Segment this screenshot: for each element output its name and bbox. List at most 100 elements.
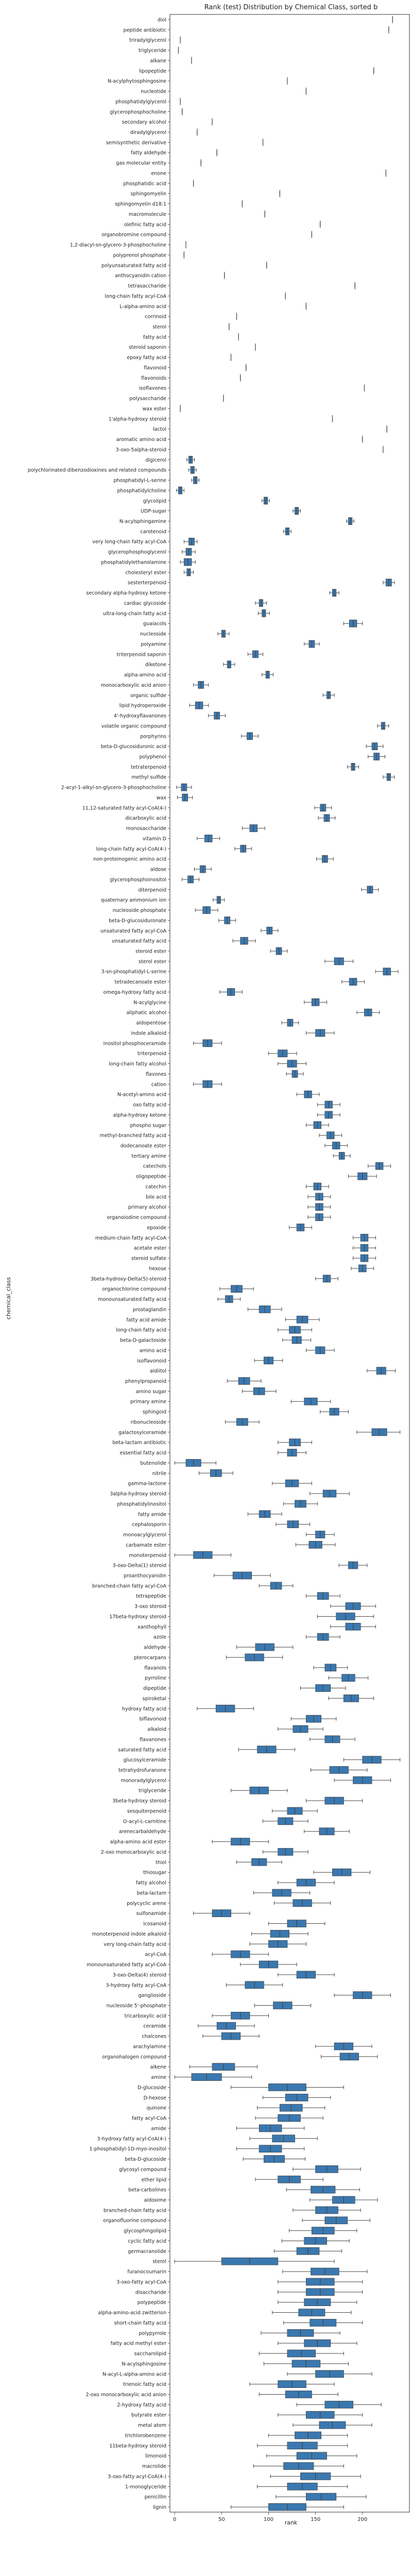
y-tick-label: cyclic fatty acid xyxy=(128,2239,166,2244)
box-76 xyxy=(177,793,193,802)
y-tick-label: triglyceride xyxy=(139,48,166,54)
y-tick-label: secondary alcohol xyxy=(122,120,166,125)
box-53 xyxy=(180,558,196,566)
y-tick-label: sterol xyxy=(152,325,166,330)
y-tick-label: sphingoid xyxy=(143,1410,166,1415)
y-tick-label: beta-carbolines xyxy=(128,2188,166,2193)
box-189 xyxy=(212,1950,269,1958)
y-tick-label: phosphatidylglycerol xyxy=(115,99,166,105)
y-tick-label: dipeptide xyxy=(143,1686,166,1691)
box-94 xyxy=(341,978,365,986)
y-tick-label: 1-monoglyceride xyxy=(125,2484,166,2490)
y-tick-label: inositol phosphoceramide xyxy=(104,1041,167,1046)
box-220 xyxy=(282,2267,368,2276)
y-tick-label: beta-D-glucosiduronic acid xyxy=(101,744,166,750)
box-168 xyxy=(310,1735,355,1743)
y-tick-label: glycerophosphoinositol xyxy=(110,877,166,883)
box-179 xyxy=(263,1848,308,1856)
box-64 xyxy=(262,671,274,679)
box-79 xyxy=(242,824,265,832)
y-tick-label: epoxide xyxy=(147,1225,166,1231)
y-tick-label: monounsaturated fatty acyl-CoA xyxy=(87,1962,166,1968)
box-99 xyxy=(305,1029,335,1037)
box-198 xyxy=(315,2042,372,2050)
y-tick-label: ceramide xyxy=(143,2024,166,2029)
y-tick-label: 3beta-hydroxy steroid xyxy=(112,1799,166,1804)
boxes xyxy=(174,15,401,2511)
y-tick-label: wax xyxy=(157,795,167,801)
box-163 xyxy=(300,1684,346,1692)
box-236 xyxy=(268,2431,348,2439)
box-48 xyxy=(293,507,301,515)
box-92 xyxy=(324,957,354,965)
box-138 xyxy=(356,1428,401,1436)
y-tick-label: 11,12-saturated fatty acyl-CoA(4-) xyxy=(82,805,166,811)
y-tick-label: semisynthetic derivative xyxy=(106,140,166,146)
y-tick-label: hexose xyxy=(149,1266,166,1272)
box-171 xyxy=(311,1766,368,1774)
box-84 xyxy=(182,875,200,884)
box-89 xyxy=(261,926,279,935)
box-46 xyxy=(176,486,184,495)
box-146 xyxy=(247,1510,282,1518)
y-tick-label: 3-hydroxy fatty acyl-CoA(4-) xyxy=(97,2136,166,2142)
y-tick-label: isoflavonoid xyxy=(137,1358,166,1364)
y-tick-label: essential fatty acid xyxy=(120,1450,166,1456)
y-tick-label: 3-oxo-fatty acyl-CoA xyxy=(116,2279,166,2285)
box-206 xyxy=(236,2124,305,2132)
box-178 xyxy=(212,1838,269,1845)
y-tick-label: fatty acid methyl ester xyxy=(111,2341,166,2347)
y-tick-label: nucleoside xyxy=(140,632,166,637)
box-110 xyxy=(324,1142,348,1149)
y-tick-label: diol xyxy=(158,17,166,23)
box-165 xyxy=(197,1704,254,1713)
box-72 xyxy=(368,753,386,760)
y-tick-label: 3-oxo-5alpha-steroid xyxy=(116,447,166,453)
box-131 xyxy=(254,1357,283,1365)
box-45 xyxy=(191,476,200,484)
box-69 xyxy=(377,722,389,730)
box-188 xyxy=(249,1940,306,1948)
y-tick-label: polyprenol phosphate xyxy=(113,252,167,258)
y-tick-label: 2-hydroxy fatty acid xyxy=(117,2402,166,2408)
y-tick-label: 3alpha-hydroxy steroid xyxy=(110,1492,166,1497)
y-tick-label: aliphatic alcohol xyxy=(126,1010,166,1016)
y-tick-label: 2-oxo monocarboxylic acid xyxy=(101,1850,166,1855)
y-tick-label: glycosphingolipid xyxy=(124,2228,166,2234)
box-101 xyxy=(268,1049,297,1058)
box-224 xyxy=(272,2309,352,2316)
box-96 xyxy=(304,998,328,1006)
y-tick-label: volatile organic compound xyxy=(101,723,166,729)
y-tick-label: porphyrins xyxy=(140,734,166,739)
y-tick-label: triterpenoid xyxy=(138,1051,166,1057)
y-tick-label: N-acylglycine xyxy=(133,1000,166,1006)
box-70 xyxy=(241,732,259,740)
box-58 xyxy=(258,609,270,617)
box-145 xyxy=(283,1500,318,1508)
box-144 xyxy=(310,1489,350,1498)
box-57 xyxy=(255,599,267,607)
y-tick-label: guaiacols xyxy=(143,621,166,627)
y-tick-label: sesterterpenoid xyxy=(128,580,166,586)
box-66 xyxy=(322,691,335,699)
y-tick-label: oxo fatty acid xyxy=(133,1103,166,1108)
box-204 xyxy=(257,2104,325,2112)
x-tick-label: 100 xyxy=(264,2517,273,2522)
y-tick-label: carbamate ester xyxy=(126,1543,166,1548)
y-tick-label: spiroketal xyxy=(143,1696,166,1702)
x-tick-label: 50 xyxy=(218,2517,225,2522)
y-tick-label: very long-chain fatty acid xyxy=(104,1942,166,1947)
box-77 xyxy=(314,804,332,812)
box-115 xyxy=(307,1193,331,1201)
y-tick-label: metal atom xyxy=(138,2423,166,2429)
box-118 xyxy=(289,1224,312,1231)
box-218 xyxy=(273,2247,342,2255)
box-88 xyxy=(218,917,236,924)
y-tick-label: triradylglycerol xyxy=(129,38,166,43)
box-83 xyxy=(194,865,212,873)
box-164 xyxy=(328,1694,374,1702)
box-225 xyxy=(283,2319,363,2327)
y-tick-label: aldoxime xyxy=(144,2198,167,2204)
box-185 xyxy=(193,1909,250,1918)
box-231 xyxy=(249,2380,335,2388)
